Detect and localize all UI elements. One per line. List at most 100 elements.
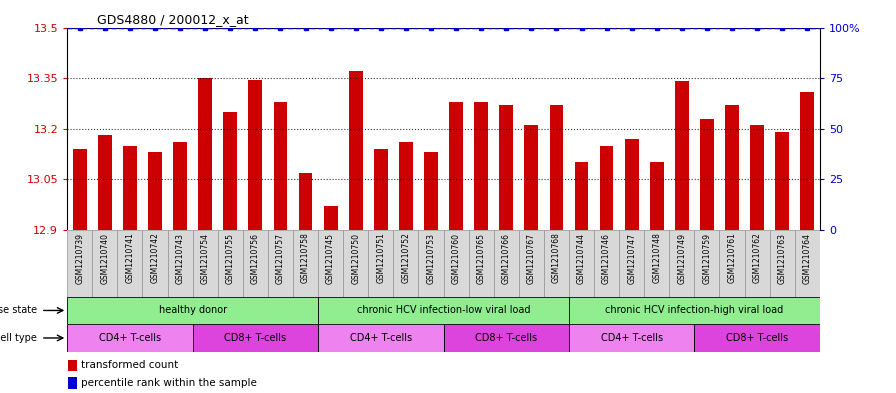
- Bar: [273, 102, 288, 230]
- Bar: [725, 105, 739, 230]
- Bar: [168, 230, 193, 297]
- Text: GSM1210762: GSM1210762: [753, 233, 762, 283]
- Bar: [193, 230, 218, 297]
- Bar: [499, 105, 513, 230]
- Bar: [223, 112, 237, 230]
- Bar: [469, 230, 494, 297]
- Bar: [98, 136, 112, 230]
- Bar: [770, 230, 795, 297]
- Text: GSM1210749: GSM1210749: [677, 233, 686, 284]
- Bar: [675, 81, 689, 230]
- Bar: [519, 230, 544, 297]
- Bar: [218, 230, 243, 297]
- Text: GSM1210763: GSM1210763: [778, 233, 787, 284]
- Bar: [148, 152, 162, 230]
- Text: disease state: disease state: [0, 305, 37, 316]
- Text: CD4+ T-cells: CD4+ T-cells: [99, 333, 161, 343]
- Bar: [92, 230, 117, 297]
- Text: chronic HCV infection-low viral load: chronic HCV infection-low viral load: [357, 305, 530, 316]
- Text: GSM1210745: GSM1210745: [326, 233, 335, 284]
- Text: GSM1210743: GSM1210743: [176, 233, 185, 284]
- Bar: [424, 152, 438, 230]
- Text: GSM1210756: GSM1210756: [251, 233, 260, 284]
- Bar: [599, 145, 614, 230]
- Bar: [318, 297, 569, 324]
- Bar: [574, 162, 589, 230]
- Text: GSM1210768: GSM1210768: [552, 233, 561, 283]
- Bar: [569, 297, 820, 324]
- Text: CD4+ T-cells: CD4+ T-cells: [600, 333, 663, 343]
- Text: GSM1210741: GSM1210741: [125, 233, 134, 283]
- Bar: [193, 324, 318, 352]
- Bar: [775, 132, 789, 230]
- Text: GSM1210742: GSM1210742: [151, 233, 159, 283]
- Bar: [549, 105, 564, 230]
- Text: GSM1210754: GSM1210754: [201, 233, 210, 284]
- Text: GSM1210747: GSM1210747: [627, 233, 636, 284]
- Bar: [700, 119, 714, 230]
- Text: GSM1210744: GSM1210744: [577, 233, 586, 284]
- Bar: [625, 139, 639, 230]
- Bar: [117, 230, 142, 297]
- Text: cell type: cell type: [0, 333, 37, 343]
- Bar: [444, 324, 569, 352]
- Text: GSM1210767: GSM1210767: [527, 233, 536, 284]
- Bar: [694, 230, 719, 297]
- Bar: [569, 230, 594, 297]
- Bar: [67, 230, 92, 297]
- Bar: [343, 230, 368, 297]
- Bar: [67, 297, 318, 324]
- Bar: [73, 149, 87, 230]
- Text: GSM1210759: GSM1210759: [702, 233, 711, 284]
- Bar: [719, 230, 745, 297]
- Bar: [123, 145, 137, 230]
- Bar: [444, 230, 469, 297]
- Bar: [650, 162, 664, 230]
- Bar: [644, 230, 669, 297]
- Bar: [399, 142, 413, 230]
- Bar: [298, 173, 313, 230]
- Bar: [368, 230, 393, 297]
- Bar: [248, 80, 263, 230]
- Bar: [418, 230, 444, 297]
- Bar: [544, 230, 569, 297]
- Bar: [750, 125, 764, 230]
- Text: GSM1210751: GSM1210751: [376, 233, 385, 283]
- Bar: [68, 360, 77, 371]
- Text: GSM1210766: GSM1210766: [502, 233, 511, 284]
- Bar: [349, 72, 363, 230]
- Text: GSM1210740: GSM1210740: [100, 233, 109, 284]
- Text: GSM1210757: GSM1210757: [276, 233, 285, 284]
- Bar: [198, 78, 212, 230]
- Text: GSM1210739: GSM1210739: [75, 233, 84, 284]
- Bar: [243, 230, 268, 297]
- Text: GSM1210760: GSM1210760: [452, 233, 461, 284]
- Text: transformed count: transformed count: [81, 360, 178, 371]
- Bar: [323, 206, 338, 230]
- Text: GSM1210764: GSM1210764: [803, 233, 812, 284]
- Bar: [393, 230, 418, 297]
- Text: GSM1210755: GSM1210755: [226, 233, 235, 284]
- Bar: [795, 230, 820, 297]
- Bar: [318, 230, 343, 297]
- Text: GDS4880 / 200012_x_at: GDS4880 / 200012_x_at: [98, 13, 249, 26]
- Text: GSM1210761: GSM1210761: [728, 233, 737, 283]
- Bar: [494, 230, 519, 297]
- Text: GSM1210748: GSM1210748: [652, 233, 661, 283]
- Bar: [474, 102, 488, 230]
- Bar: [669, 230, 694, 297]
- Bar: [173, 142, 187, 230]
- Bar: [449, 102, 463, 230]
- Bar: [524, 125, 538, 230]
- Bar: [318, 324, 444, 352]
- Bar: [268, 230, 293, 297]
- Text: GSM1210752: GSM1210752: [401, 233, 410, 283]
- Text: CD8+ T-cells: CD8+ T-cells: [726, 333, 788, 343]
- Bar: [374, 149, 388, 230]
- Text: GSM1210750: GSM1210750: [351, 233, 360, 284]
- Bar: [569, 324, 694, 352]
- Text: GSM1210746: GSM1210746: [602, 233, 611, 284]
- Text: GSM1210753: GSM1210753: [426, 233, 435, 284]
- Bar: [745, 230, 770, 297]
- Bar: [142, 230, 168, 297]
